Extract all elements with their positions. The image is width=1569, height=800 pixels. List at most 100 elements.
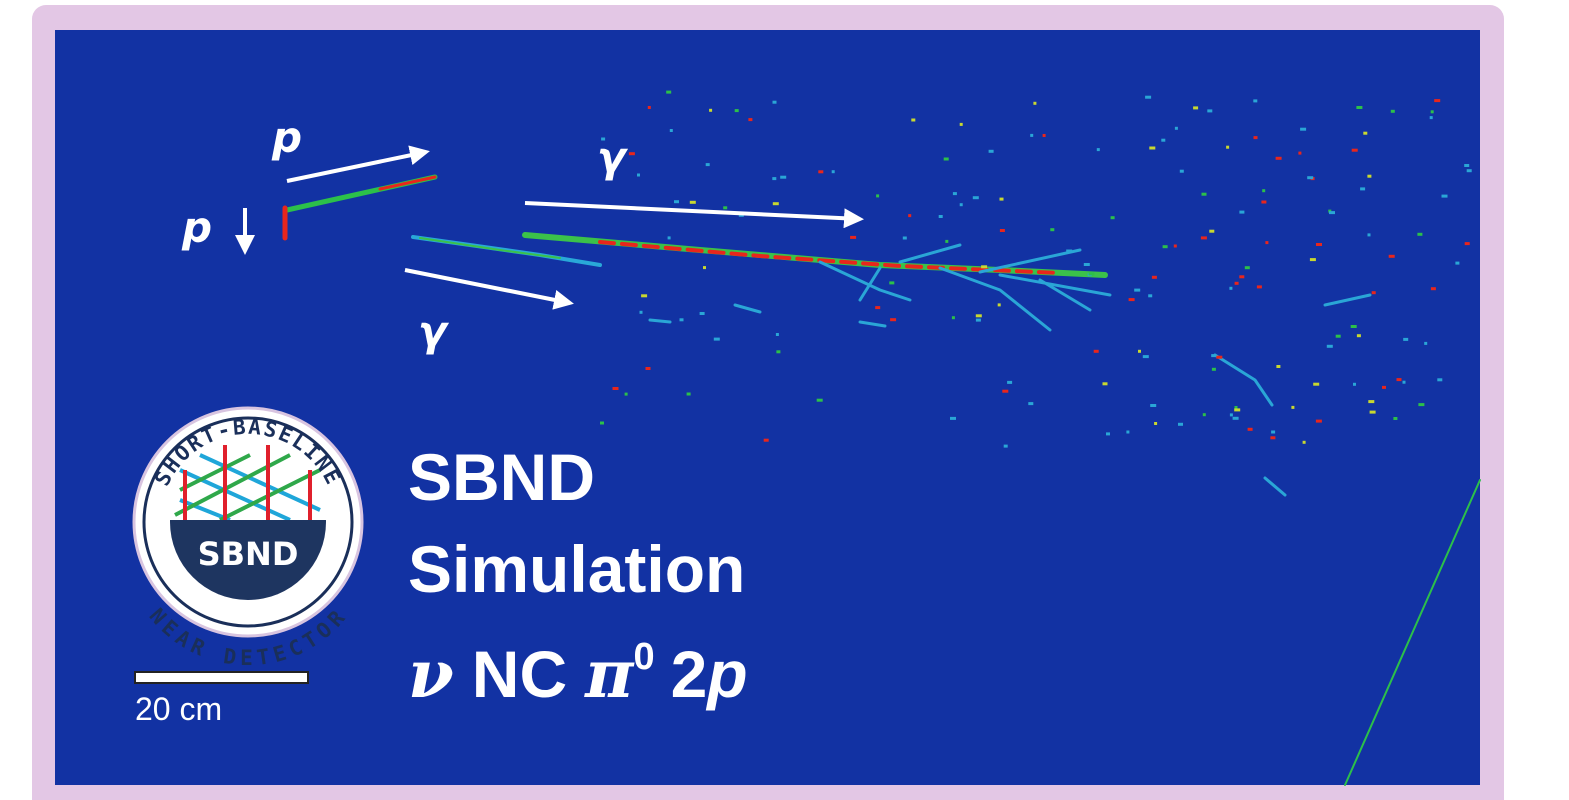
scale-bar <box>135 672 308 683</box>
hit <box>976 314 982 317</box>
hit <box>1230 413 1233 416</box>
hit <box>1149 147 1155 150</box>
hit <box>1316 243 1322 246</box>
hit <box>1216 356 1222 359</box>
hit <box>1211 354 1216 357</box>
hit <box>1329 211 1335 214</box>
hit <box>1207 109 1212 112</box>
hit <box>998 303 1001 306</box>
hit <box>748 118 752 121</box>
hit <box>1193 106 1198 109</box>
hit <box>1106 432 1110 435</box>
hit <box>780 176 786 179</box>
hit <box>1138 350 1141 353</box>
hit <box>1129 298 1135 301</box>
hit <box>1253 99 1257 102</box>
particle-label: γ <box>597 133 629 182</box>
hit <box>1464 164 1469 167</box>
hit <box>1424 342 1427 345</box>
hit <box>773 202 779 205</box>
particle-label: p <box>181 203 212 252</box>
hit <box>1175 127 1178 130</box>
hit <box>1174 245 1177 248</box>
hit <box>1300 128 1306 131</box>
hit <box>1360 187 1365 190</box>
hit <box>1276 157 1282 160</box>
hit <box>625 393 628 396</box>
particle-label: p <box>271 113 302 162</box>
hit <box>1148 294 1152 297</box>
hit <box>976 319 981 322</box>
hit <box>1111 216 1115 219</box>
hit <box>1154 422 1157 425</box>
logo-center-text: SBND <box>198 535 299 573</box>
hit <box>1245 266 1250 269</box>
hit <box>600 422 604 425</box>
charge: 0 <box>633 636 654 678</box>
hit <box>1265 241 1268 244</box>
hit <box>944 158 949 161</box>
hit <box>640 311 643 314</box>
hit <box>1000 198 1004 201</box>
hit <box>1298 152 1301 155</box>
hit <box>703 266 706 269</box>
hit <box>1180 170 1184 173</box>
hit <box>1303 441 1306 444</box>
scale-label: 20 cm <box>135 691 222 727</box>
hit <box>1313 383 1319 386</box>
hit <box>1393 417 1397 420</box>
hit <box>723 206 727 209</box>
hit <box>952 316 955 319</box>
hit <box>1316 420 1322 423</box>
hit <box>687 393 691 396</box>
particle: p <box>705 637 747 711</box>
hit <box>772 177 776 180</box>
hit <box>973 196 979 199</box>
hit <box>1270 436 1275 439</box>
hit <box>1239 211 1244 214</box>
hit <box>1431 287 1436 290</box>
hit <box>1368 233 1371 236</box>
logo: SHORT-BASELINE NEAR DETECTOR SBND <box>134 408 362 670</box>
hit <box>1363 132 1367 135</box>
hit <box>1028 402 1033 405</box>
hit <box>1291 406 1294 409</box>
hit <box>850 236 856 239</box>
hit <box>1357 334 1361 337</box>
hit <box>1370 411 1376 414</box>
hit <box>764 439 769 442</box>
hit <box>629 152 635 155</box>
hit <box>776 350 780 353</box>
hit <box>1143 355 1149 358</box>
hit <box>1094 350 1099 353</box>
hit <box>1084 263 1090 266</box>
hit <box>773 101 777 104</box>
hit <box>700 312 705 315</box>
hit <box>1050 228 1054 231</box>
hit <box>1327 345 1333 348</box>
hit <box>1226 146 1229 149</box>
hit <box>911 119 915 122</box>
neutrino: ν <box>408 635 454 713</box>
hit <box>1403 338 1408 341</box>
hit <box>818 170 823 173</box>
hit <box>1389 255 1395 258</box>
hit <box>1356 106 1362 109</box>
hit <box>706 163 710 166</box>
hit <box>1403 381 1406 384</box>
hit <box>939 215 943 218</box>
hit <box>1257 285 1262 288</box>
hit <box>1233 417 1239 420</box>
hit <box>1209 230 1214 233</box>
hit <box>1000 229 1005 232</box>
hit <box>1397 378 1402 381</box>
hit <box>1437 378 1442 381</box>
hit <box>1161 139 1165 142</box>
hit <box>1434 99 1440 102</box>
hit <box>714 338 720 341</box>
hit <box>1352 149 1358 152</box>
hit <box>1066 250 1072 253</box>
hit <box>1310 258 1316 261</box>
hit <box>1368 400 1374 403</box>
hit <box>776 333 779 336</box>
